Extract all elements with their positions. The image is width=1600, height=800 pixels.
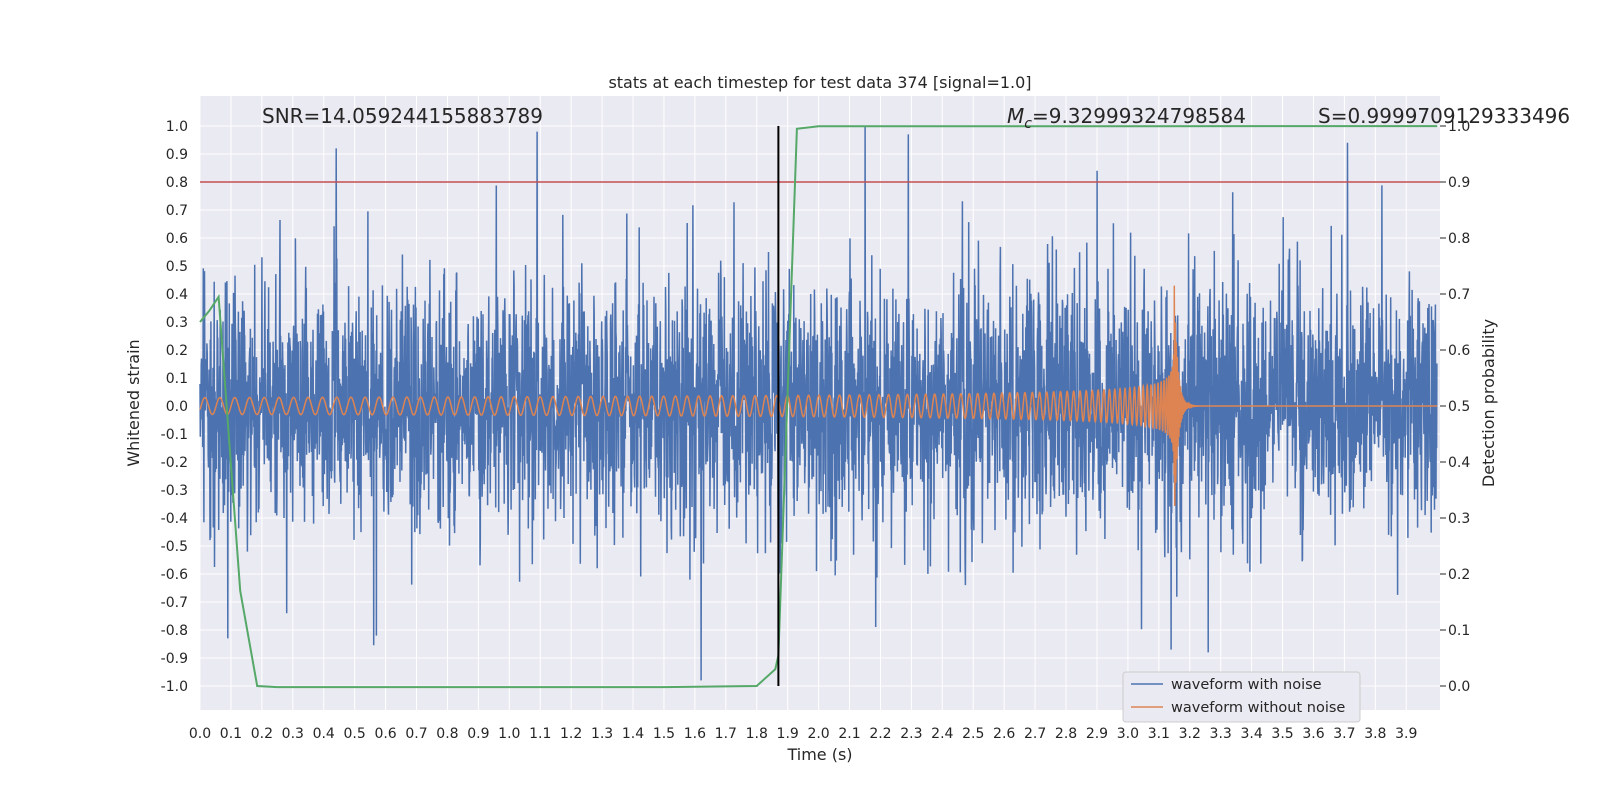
x-tick-label: 0.2 bbox=[251, 726, 273, 742]
y-right-tick-label: 0.4 bbox=[1448, 455, 1470, 471]
x-tick-label: 0.1 bbox=[220, 726, 242, 742]
x-tick-label: 2.2 bbox=[869, 726, 891, 742]
x-tick-label: 2.4 bbox=[931, 726, 953, 742]
y-tick-label: 0.4 bbox=[166, 287, 188, 303]
x-tick-label: 1.7 bbox=[715, 726, 737, 742]
ticks-layer: 0.0 0.1 0.2 0.3 0.4 0.5 0.6 0.7 0.8 0.9 1.0 1.1 1.2 1… bbox=[161, 119, 1471, 742]
series-detection-probability bbox=[199, 125, 1438, 689]
x-tick-label: 2.9 bbox=[1086, 726, 1108, 742]
y-right-tick-label: 0.0 bbox=[1448, 679, 1470, 695]
y-right-tick-label: 0.7 bbox=[1448, 287, 1470, 303]
y-tick-label: -0.9 bbox=[161, 651, 188, 667]
chirp-mass-value: =9.32999324798584 bbox=[1032, 104, 1246, 128]
x-tick-label: 2.6 bbox=[993, 726, 1015, 742]
x-tick-label: 1.5 bbox=[653, 726, 675, 742]
x-tick-label: 0.5 bbox=[344, 726, 366, 742]
x-tick-label: 3.6 bbox=[1302, 726, 1324, 742]
x-tick-label: 3.2 bbox=[1179, 726, 1201, 742]
legend-label-noise: waveform with noise bbox=[1171, 677, 1322, 693]
x-tick-label: 1.2 bbox=[560, 726, 582, 742]
y-tick-label: 0.2 bbox=[166, 343, 188, 359]
x-tick-label: 3.1 bbox=[1148, 726, 1170, 742]
y-right-tick-label: 0.1 bbox=[1448, 623, 1470, 639]
y-tick-label: 0.9 bbox=[166, 147, 188, 163]
x-tick-label: 2.7 bbox=[1024, 726, 1046, 742]
x-tick-label: 2.1 bbox=[838, 726, 860, 742]
chirp-mass-symbol: M bbox=[1007, 104, 1024, 128]
y-right-tick-label: 0.3 bbox=[1448, 511, 1470, 527]
y-right-tick-label: 1.0 bbox=[1448, 119, 1470, 135]
x-tick-label: 3.8 bbox=[1364, 726, 1386, 742]
x-tick-label: 1.6 bbox=[684, 726, 706, 742]
y-tick-label: -0.6 bbox=[161, 567, 188, 583]
series-waveform-without-noise bbox=[199, 285, 1438, 507]
y-tick-label: 0.3 bbox=[166, 315, 188, 331]
y-right-tick-label: 0.6 bbox=[1448, 343, 1470, 359]
chirp-mass-subscript: c bbox=[1024, 116, 1032, 132]
x-tick-label: 3.0 bbox=[1117, 726, 1139, 742]
x-tick-label: 2.3 bbox=[900, 726, 922, 742]
y-tick-label: 0.0 bbox=[166, 399, 188, 415]
x-tick-label: 1.1 bbox=[529, 726, 551, 742]
y-right-tick-label: 0.2 bbox=[1448, 567, 1470, 583]
chirp-mass-annotation: Mc=9.32999324798584 bbox=[1007, 104, 1246, 132]
x-tick-label: 1.0 bbox=[498, 726, 520, 742]
y-tick-label: -0.5 bbox=[161, 539, 188, 555]
y-tick-label: 0.1 bbox=[166, 371, 188, 387]
legend-box bbox=[1122, 671, 1361, 723]
x-tick-label: 3.7 bbox=[1333, 726, 1355, 742]
x-tick-label: 0.3 bbox=[282, 726, 304, 742]
y-right-tick-label: 0.9 bbox=[1448, 175, 1470, 191]
y-tick-label: -0.8 bbox=[161, 623, 188, 639]
y-tick-label: 0.7 bbox=[166, 203, 188, 219]
score-annotation: S=0.9999709129333496 bbox=[1318, 104, 1570, 128]
x-tick-label: 3.3 bbox=[1210, 726, 1232, 742]
x-tick-label: 3.5 bbox=[1271, 726, 1293, 742]
series-waveform-with-noise bbox=[199, 125, 1438, 681]
x-tick-label: 2.8 bbox=[1055, 726, 1077, 742]
y-tick-label: -1.0 bbox=[161, 679, 188, 695]
snr-annotation: SNR=14.059244155883789 bbox=[262, 104, 543, 128]
legend-label-clean: waveform without noise bbox=[1171, 700, 1345, 716]
x-tick-label: 0.4 bbox=[313, 726, 335, 742]
chart-title: stats at each timestep for test data 374… bbox=[608, 73, 1031, 92]
x-tick-label: 0.7 bbox=[405, 726, 427, 742]
x-tick-label: 1.3 bbox=[591, 726, 613, 742]
y-tick-label: 0.8 bbox=[166, 175, 188, 191]
x-tick-label: 0.9 bbox=[467, 726, 489, 742]
y-tick-label: -0.2 bbox=[161, 455, 188, 471]
x-tick-label: 0.6 bbox=[374, 726, 396, 742]
x-tick-label: 1.4 bbox=[622, 726, 644, 742]
x-tick-label: 3.4 bbox=[1240, 726, 1262, 742]
series-layer bbox=[199, 125, 1440, 689]
x-tick-label: 1.8 bbox=[746, 726, 768, 742]
x-tick-label: 2.0 bbox=[807, 726, 829, 742]
x-tick-label: 1.9 bbox=[777, 726, 799, 742]
y-right-tick-label: 0.5 bbox=[1448, 399, 1470, 415]
x-tick-label: 0.8 bbox=[436, 726, 458, 742]
x-tick-label: 2.5 bbox=[962, 726, 984, 742]
y-tick-label: 1.0 bbox=[166, 119, 188, 135]
y-tick-label: -0.1 bbox=[161, 427, 188, 443]
x-tick-label: 0.0 bbox=[189, 726, 211, 742]
x-axis-label: Time (s) bbox=[786, 745, 852, 764]
y-axis-label: Whitened strain bbox=[124, 339, 143, 466]
y-tick-label: -0.7 bbox=[161, 595, 188, 611]
y-tick-label: 0.5 bbox=[166, 259, 188, 275]
y-tick-label: -0.3 bbox=[161, 483, 188, 499]
x-tick-label: 3.9 bbox=[1395, 726, 1417, 742]
y-axis-label-right: Detection probability bbox=[1479, 319, 1498, 487]
y-tick-label: 0.6 bbox=[166, 231, 188, 247]
legend: waveform with noise waveform without noi… bbox=[1122, 671, 1361, 723]
y-right-tick-label: 0.8 bbox=[1448, 231, 1470, 247]
y-tick-label: -0.4 bbox=[161, 511, 188, 527]
